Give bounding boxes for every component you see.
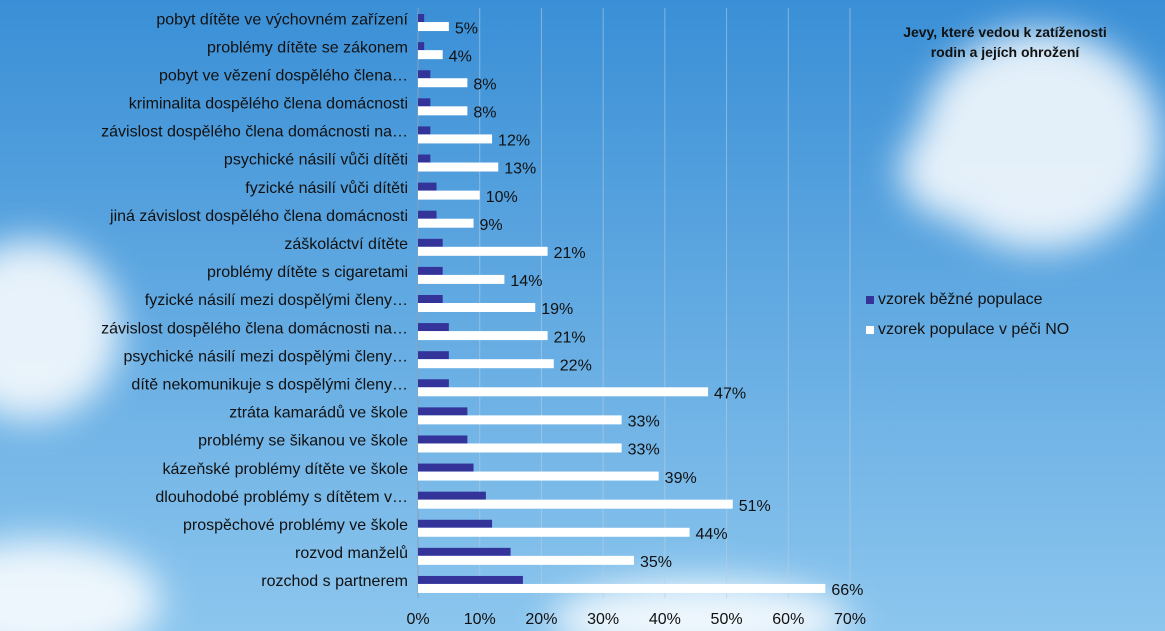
bar [418,126,430,134]
y-tick-label: dítě nekomunikuje s dospělými členy… [131,377,408,394]
bar [418,275,504,284]
bar [418,78,467,87]
bar [418,155,430,163]
y-tick-label: záškoláctví dítěte [284,236,408,253]
bar [418,576,523,584]
bar [418,183,437,191]
data-label: 44% [696,526,728,543]
bar [418,407,467,415]
bar [418,331,548,340]
data-label: 5% [455,20,478,37]
x-tick-label: 70% [834,611,866,628]
bar [418,239,443,247]
y-tick-label: fyzické násilí mezi dospělými členy… [145,292,408,309]
bar [418,556,634,565]
legend-label: vzorek běžné populace [878,291,1043,308]
bar [418,351,449,359]
y-tick-label: rozvod manželů [295,544,408,562]
bar [418,50,443,59]
y-tick-label: psychické násilí mezi dospělými členy… [123,348,408,365]
chart-title: Jevy, které vedou k zatíženosti rodin a … [900,22,1110,62]
bar [418,472,659,481]
y-tick-label: problémy se šikanou ve škole [198,433,408,450]
x-tick-label: 40% [649,611,681,628]
data-label: 19% [541,301,573,318]
data-label: 47% [714,386,746,403]
data-label: 51% [739,498,771,515]
bar [418,323,449,331]
bar [418,191,480,200]
bar [418,548,511,556]
legend-swatch [866,296,874,304]
bar [418,464,474,472]
data-label: 13% [504,161,536,178]
x-tick-label: 50% [711,611,743,628]
y-tick-label: pobyt dítěte ve výchovném zařízení [156,11,408,28]
y-tick-label: kriminalita dospělého člena domácnosti [129,96,408,113]
page: 0% 10% 20% 30% 40% 50% 60% 70% pobyt dítěte ve v… [0,0,1165,631]
bar [418,134,492,143]
bar [418,443,622,452]
y-tick-label: jiná závislost dospělého člena domácnost… [109,208,408,225]
legend-swatch [866,326,874,334]
y-tick-label: závislost dospělého člena domácnosti na… [101,124,408,141]
bar [418,14,424,22]
bar [418,359,554,368]
data-label: 33% [628,442,660,459]
bar [418,70,430,78]
data-label: 9% [480,217,503,234]
x-tick-label: 30% [587,611,619,628]
bar [418,247,548,256]
bar [418,492,486,500]
x-tick-label: 60% [772,611,804,628]
bar [418,219,474,228]
bar [418,295,443,303]
chart: 0% 10% 20% 30% 40% 50% 60% 70% pobyt dítěte ve v… [0,0,1165,631]
data-label: 21% [554,245,586,262]
y-tick-label: problémy dítěte s cigaretami [207,264,408,281]
data-label: 8% [473,105,496,122]
data-label: 39% [665,470,697,487]
bar [418,528,690,537]
bar [418,211,437,219]
y-tick-label: problémy dítěte se zákonem [207,39,408,56]
x-tick-label: 0% [406,611,429,628]
data-label: 33% [628,414,660,431]
y-tick-label: dlouhodobé problémy s dítětem v… [155,489,408,506]
data-label: 22% [560,357,592,374]
legend-label: vzorek populace v péči NO [878,321,1069,338]
bar [418,303,535,312]
y-tick-label: ztráta kamarádů ve škole [229,404,408,422]
x-tick-label: 10% [464,611,496,628]
bar [418,163,498,172]
data-label: 14% [510,273,542,290]
data-label: 35% [640,554,672,571]
data-label: 10% [486,189,518,206]
data-label: 4% [449,48,472,65]
bar [418,106,467,115]
bar [418,42,424,50]
data-label: 66% [831,582,863,599]
data-label: 21% [554,329,586,346]
bar [418,500,733,509]
bar [418,387,708,396]
bar [418,379,449,387]
y-tick-label: fyzické násilí vůči dítěti [245,179,408,197]
bar [418,415,622,424]
x-tick-label: 20% [525,611,557,628]
bar [418,435,467,443]
data-label: 8% [473,76,496,93]
bar [418,584,825,593]
bar [418,22,449,31]
y-tick-label: závislost dospělého člena domácnosti na… [101,320,408,337]
y-tick-label: pobyt ve vězení dospělého člena… [159,67,408,84]
y-tick-label: kázeňské problémy dítěte ve škole [163,461,409,478]
data-label: 12% [498,133,530,150]
y-tick-label: psychické násilí vůči dítěti [224,151,408,169]
bar [418,520,492,528]
bar [418,98,430,106]
bar [418,267,443,275]
y-tick-label: rozchod s partnerem [261,573,408,590]
y-tick-label: prospěchové problémy ve škole [183,517,408,534]
